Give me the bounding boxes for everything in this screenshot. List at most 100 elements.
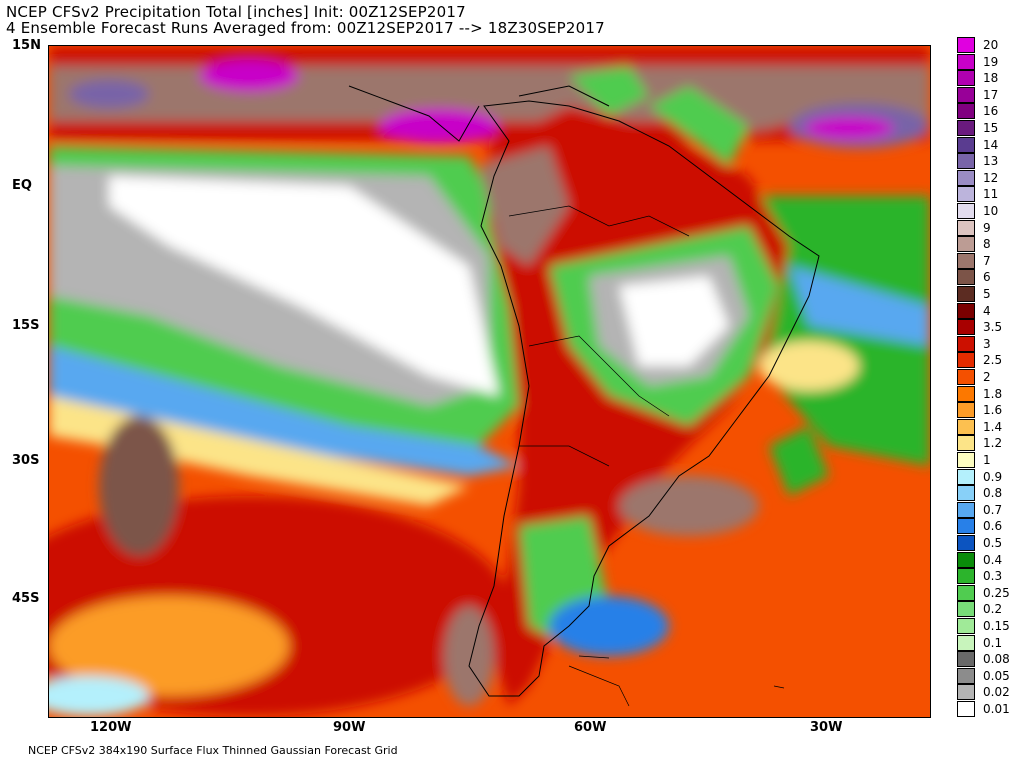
legend-swatch xyxy=(957,37,975,53)
title-line-1: NCEP CFSv2 Precipitation Total [inches] … xyxy=(6,3,466,21)
legend-swatch xyxy=(957,468,975,485)
legend-entry: 3.5 xyxy=(957,319,1019,336)
legend-entry: 1.6 xyxy=(957,402,1019,419)
legend-entry: 0.3 xyxy=(957,568,1019,585)
legend-entry: 16 xyxy=(957,103,1019,120)
legend-entry: 7 xyxy=(957,252,1019,269)
legend-label: 0.7 xyxy=(983,502,1003,517)
legend-label: 11 xyxy=(983,187,999,202)
legend-entry: 0.9 xyxy=(957,468,1019,485)
legend-label: 6 xyxy=(983,270,991,285)
legend-swatch xyxy=(957,153,975,170)
legend-swatch xyxy=(957,335,975,352)
legend-label: 5 xyxy=(983,287,991,301)
legend-swatch xyxy=(957,302,975,319)
legend-label: 3.5 xyxy=(983,320,1003,335)
legend-entry: 14 xyxy=(957,136,1019,153)
legend-label: 13 xyxy=(983,154,999,169)
legend-swatch xyxy=(957,435,975,452)
legend-swatch xyxy=(957,485,975,502)
legend-label: 0.2 xyxy=(983,602,1003,617)
legend-swatch xyxy=(957,568,975,585)
legend-label: 0.01 xyxy=(983,702,1010,716)
legend-entry: 6 xyxy=(957,269,1019,286)
legend-entry: 0.15 xyxy=(957,618,1019,634)
legend-label: 0.05 xyxy=(983,668,1010,683)
legend-label: 12 xyxy=(983,170,999,185)
legend-swatch xyxy=(957,319,975,336)
legend-label: 1.4 xyxy=(983,419,1003,434)
legend-entry: 0.6 xyxy=(957,518,1019,535)
legend-swatch xyxy=(957,352,975,369)
legend-label: 10 xyxy=(983,204,999,218)
legend-swatch xyxy=(957,667,975,684)
legend-label: 0.02 xyxy=(983,685,1010,700)
legend-entry: 19 xyxy=(957,53,1019,70)
footer-grid-info: NCEP CFSv2 384x190 Surface Flux Thinned … xyxy=(28,744,398,757)
legend-swatch xyxy=(957,618,975,634)
lon-label-30w: 30W xyxy=(810,720,843,735)
lat-label-eq: EQ xyxy=(12,178,32,193)
legend-entry: 15 xyxy=(957,120,1019,136)
legend-swatch xyxy=(957,701,975,717)
legend-swatch xyxy=(957,236,975,253)
legend-swatch xyxy=(957,418,975,435)
lon-label-90w: 90W xyxy=(333,720,366,735)
legend-entry: 0.02 xyxy=(957,684,1019,701)
legend-entry: 3 xyxy=(957,335,1019,352)
legend-entry: 20 xyxy=(957,37,1019,53)
lat-label-15s: 15S xyxy=(12,318,40,333)
legend-swatch xyxy=(957,452,975,468)
lat-label-45s: 45S xyxy=(12,591,40,606)
legend-entry: 11 xyxy=(957,186,1019,203)
legend-label: 1.2 xyxy=(983,436,1003,451)
legend-swatch xyxy=(957,551,975,568)
legend-label: 0.25 xyxy=(983,585,1010,600)
legend-entry: 0.05 xyxy=(957,667,1019,684)
legend-swatch xyxy=(957,269,975,286)
legend-swatch xyxy=(957,601,975,618)
legend-entry: 0.1 xyxy=(957,634,1019,651)
legend-swatch xyxy=(957,651,975,668)
legend-swatch xyxy=(957,535,975,551)
legend-label: 19 xyxy=(983,54,999,69)
legend-label: 3 xyxy=(983,336,991,351)
legend-entry: 13 xyxy=(957,153,1019,170)
legend-swatch xyxy=(957,684,975,701)
legend-swatch xyxy=(957,136,975,153)
legend-label: 1.8 xyxy=(983,386,1003,401)
precipitation-map xyxy=(48,45,931,718)
legend-label: 0.9 xyxy=(983,469,1003,484)
legend-label: 9 xyxy=(983,220,991,235)
legend-swatch xyxy=(957,518,975,535)
map-canvas xyxy=(49,46,930,717)
legend-swatch xyxy=(957,103,975,120)
legend-swatch xyxy=(957,86,975,103)
legend-label: 0.08 xyxy=(983,652,1010,667)
legend-entry: 0.8 xyxy=(957,485,1019,502)
legend-entry: 0.7 xyxy=(957,501,1019,518)
legend-swatch xyxy=(957,169,975,186)
legend-swatch xyxy=(957,219,975,236)
legend-swatch xyxy=(957,120,975,136)
legend-swatch xyxy=(957,369,975,385)
legend-swatch xyxy=(957,70,975,87)
legend-label: 20 xyxy=(983,38,999,52)
legend-entry: 0.25 xyxy=(957,584,1019,601)
legend-label: 7 xyxy=(983,253,991,268)
legend-entry: 0.5 xyxy=(957,535,1019,551)
legend-entry: 4 xyxy=(957,302,1019,319)
legend-swatch xyxy=(957,252,975,269)
legend-entry: 0.2 xyxy=(957,601,1019,618)
legend-swatch xyxy=(957,402,975,419)
legend-entry: 2.5 xyxy=(957,352,1019,369)
legend-entry: 2 xyxy=(957,369,1019,385)
legend-swatch xyxy=(957,53,975,70)
legend-entry: 17 xyxy=(957,86,1019,103)
legend-entry: 1.8 xyxy=(957,385,1019,402)
legend-entry: 8 xyxy=(957,236,1019,253)
legend-entry: 18 xyxy=(957,70,1019,87)
legend-label: 18 xyxy=(983,71,999,86)
title-line-2: 4 Ensemble Forecast Runs Averaged from: … xyxy=(6,19,605,37)
legend-swatch xyxy=(957,186,975,203)
